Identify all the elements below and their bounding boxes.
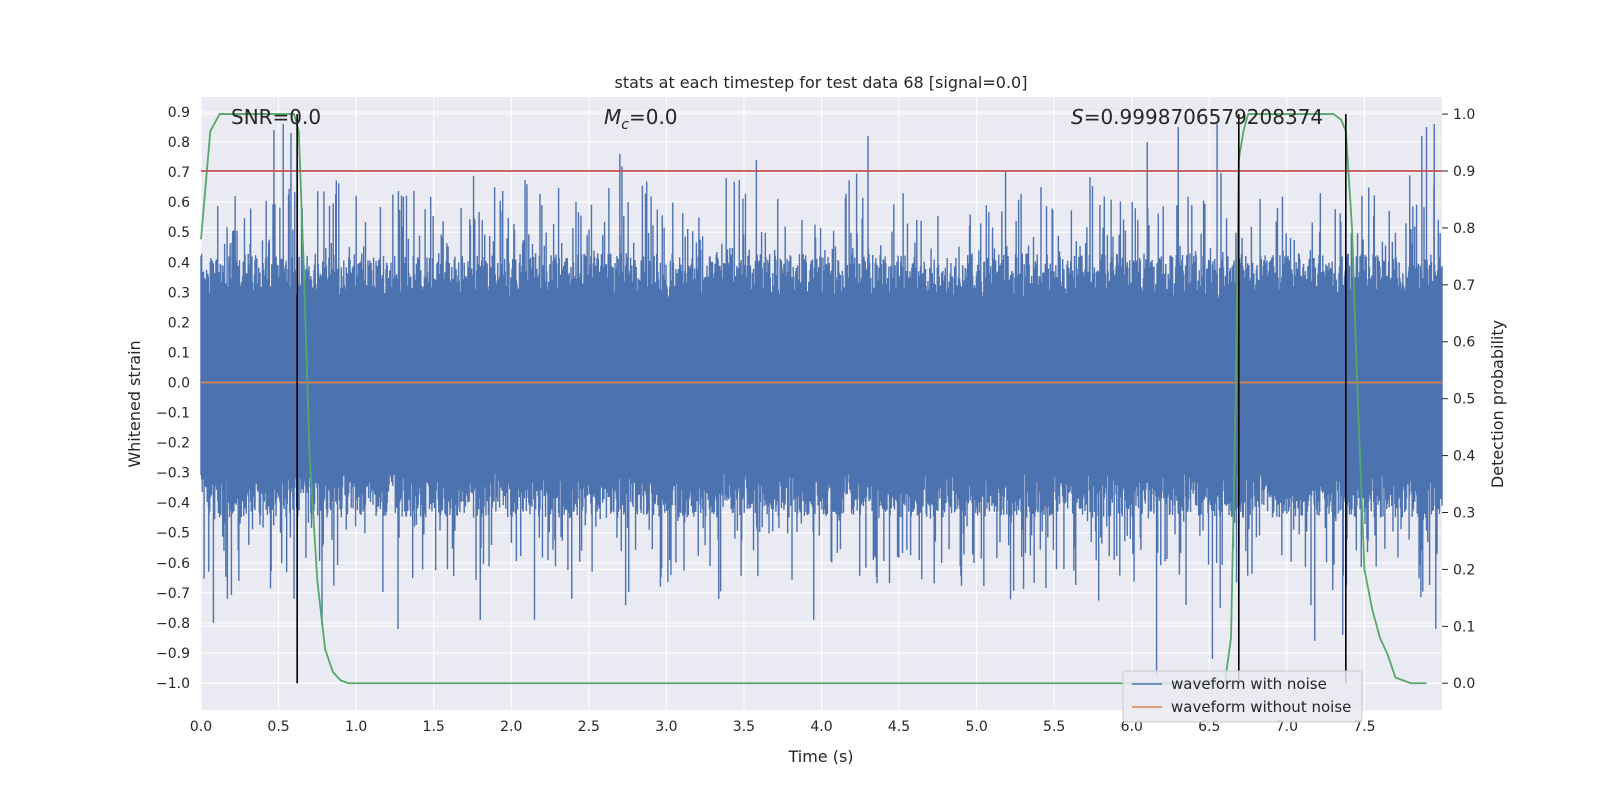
score-symbol: S [1071, 105, 1084, 129]
y-left-tick-label: 0.1 [168, 345, 190, 361]
x-tick-label: 6.0 [1121, 719, 1143, 735]
y-left-tick-label: 0.6 [168, 195, 190, 211]
y-left-tick-label: −0.1 [156, 406, 190, 422]
legend-label-with-noise: waveform with noise [1171, 675, 1327, 693]
x-tick-label: 7.0 [1276, 719, 1298, 735]
y-axis-right-title: Detection probability [1488, 320, 1507, 488]
chirp-mass-symbol: M [604, 105, 621, 129]
x-tick-label: 1.0 [345, 719, 367, 735]
y-left-tick-label: −0.7 [156, 586, 190, 602]
noise-trace [200, 124, 1443, 677]
snr-annotation: SNR=0.0 [231, 105, 321, 129]
legend-box [1122, 670, 1363, 723]
y-right-tick-label: 0.3 [1453, 505, 1475, 521]
y-left-tick-label: 0.2 [168, 315, 190, 331]
y-left-tick-label: −1.0 [156, 676, 190, 692]
x-tick-label: 3.5 [733, 719, 755, 735]
right-axis-ticks: 1.0 0.9 0.8 0.7 0.6 0.5 0.4 0.3 0.2 0.1 0.0 [1442, 107, 1475, 692]
y-right-tick-label: 0.8 [1453, 221, 1475, 237]
x-tick-label: 2.0 [500, 719, 522, 735]
y-left-tick-label: 0.7 [168, 165, 190, 181]
y-left-tick-label: 0.8 [168, 135, 190, 151]
y-left-tick-label: 0.9 [168, 105, 190, 121]
y-right-tick-label: 0.0 [1453, 676, 1475, 692]
x-tick-label: 4.5 [888, 719, 910, 735]
x-axis-ticks: 0.0 0.5 1.0 1.5 2.0 2.5 3.0 3.5 4.0 4.5 5.0 5.5 6.0 6… [190, 719, 1376, 735]
y-right-tick-label: 0.5 [1453, 392, 1475, 408]
x-tick-label: 2.5 [578, 719, 600, 735]
x-tick-label: 3.0 [655, 719, 677, 735]
y-left-tick-label: 0.4 [168, 255, 190, 271]
x-tick-label: 0.5 [267, 719, 289, 735]
y-right-tick-label: 0.7 [1453, 278, 1475, 294]
y-left-tick-label: −0.2 [156, 436, 190, 452]
waveform-with-noise [200, 124, 1443, 677]
score-annotation: S=0.9998706579208374 [1071, 105, 1323, 129]
legend-label-without-noise: waveform without noise [1171, 698, 1351, 716]
y-right-tick-label: 0.1 [1453, 619, 1475, 635]
y-right-tick-label: 0.4 [1453, 449, 1475, 465]
left-axis-ticks: 0.9 0.8 0.7 0.6 0.5 0.4 0.3 0.2 0.1 0.0 −0.1 −0.2 −0… [156, 105, 190, 692]
x-tick-label: 5.0 [965, 719, 987, 735]
y-left-tick-label: −0.9 [156, 646, 190, 662]
chirp-mass-subscript: c [621, 117, 629, 133]
x-tick-label: 5.5 [1043, 719, 1065, 735]
y-right-tick-label: 0.9 [1453, 164, 1475, 180]
y-left-tick-label: 0.0 [168, 375, 190, 391]
y-left-tick-label: −0.6 [156, 556, 190, 572]
y-left-tick-label: −0.8 [156, 616, 190, 632]
y-left-tick-label: −0.5 [156, 526, 190, 542]
chart-title: stats at each timestep for test data 68 … [615, 73, 1028, 92]
y-right-tick-label: 1.0 [1453, 107, 1475, 123]
score-value: =0.9998706579208374 [1084, 105, 1323, 129]
vertical-markers [296, 114, 1347, 684]
y-left-tick-label: 0.5 [168, 225, 190, 241]
x-axis-title: Time (s) [787, 747, 853, 766]
y-left-tick-label: 0.3 [168, 285, 190, 301]
x-tick-label: 1.5 [423, 719, 445, 735]
x-tick-label: 7.5 [1353, 719, 1375, 735]
y-right-tick-label: 0.6 [1453, 335, 1475, 351]
x-tick-label: 4.0 [810, 719, 832, 735]
x-tick-label: 0.0 [190, 719, 212, 735]
chirp-mass-annotation: Mc=0.0 [604, 105, 678, 133]
legend: waveform with noise waveform without noi… [1122, 670, 1363, 723]
y-left-tick-label: −0.4 [156, 496, 190, 512]
y-left-tick-label: −0.3 [156, 466, 190, 482]
y-right-tick-label: 0.2 [1453, 562, 1475, 578]
chirp-mass-value: =0.0 [629, 105, 678, 129]
x-tick-label: 6.5 [1198, 719, 1220, 735]
y-axis-left-title: Whitened strain [125, 340, 144, 467]
